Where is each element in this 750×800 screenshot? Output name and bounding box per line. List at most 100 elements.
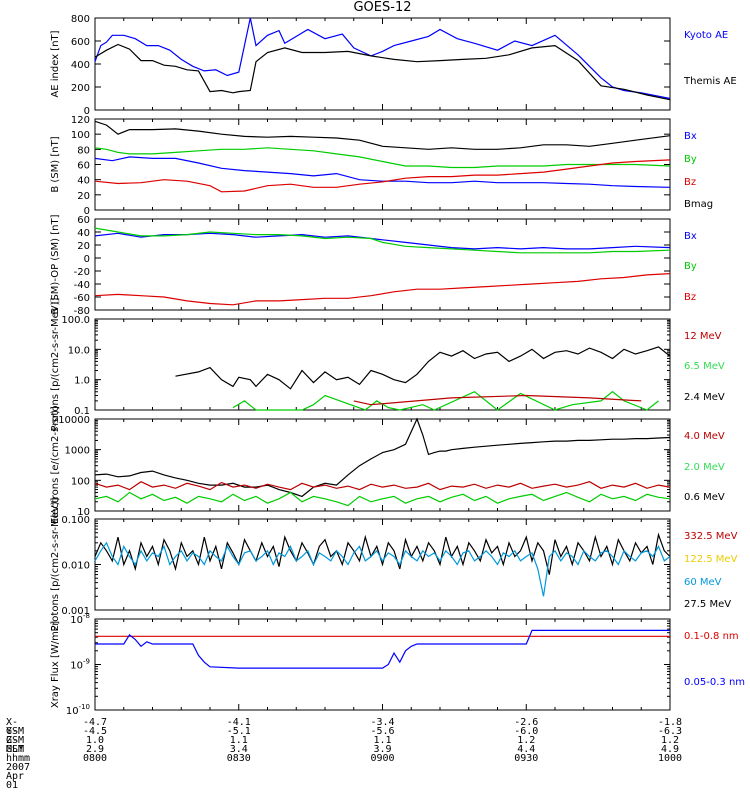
series-line-bx (94, 156, 671, 188)
legend-entry: Bz (684, 291, 697, 303)
series-line-60-mev (94, 541, 671, 597)
y-tick-label: 800 (71, 14, 90, 25)
y-axis-label: Electrons [e/(cm2-s-sr)] (50, 406, 61, 524)
panel-3: -80 -60 -40 -20 0 20 40 60 B (SM)-OP (SM) [nT] (50, 214, 671, 317)
legend-entry: 2.0 MeV (684, 461, 725, 473)
footer-value: -2.6 (514, 717, 539, 728)
y-tick-label: 10.0 (68, 345, 90, 356)
footer-value: 3.9 (373, 744, 392, 755)
y-tick-label: 400 (71, 60, 90, 71)
footer-value: -6.3 (657, 726, 683, 737)
footer-row-label: hhmm (6, 753, 31, 764)
legend-entry: Bmag (684, 199, 714, 211)
footer-value: 0930 (514, 753, 539, 764)
y-tick-label: 0 (84, 106, 90, 117)
y-tick-label: 10 (77, 507, 90, 518)
footer-value: -4.1 (226, 717, 251, 728)
footer-row-label: MLT (6, 744, 25, 755)
y-tick-label: -80 (74, 306, 90, 317)
footer-row-label: Y-GSM (6, 726, 25, 746)
footer-value: -5.6 (370, 726, 395, 737)
legend-entry: 2.4 MeV (684, 391, 725, 403)
footer-value: 1.1 (229, 735, 248, 746)
panel-2: 0 20 40 60 80 100 120 B (SM) [nT] (50, 115, 671, 217)
footer-value: -6.0 (514, 726, 539, 737)
panel-frame (94, 418, 671, 512)
y-axis-label: B (SM)-OP (SM) [nT] (50, 214, 61, 314)
legend-entry: By (684, 153, 697, 165)
legend-entry: 332.5 MeV (684, 531, 738, 542)
legend-entry: Bx (684, 131, 697, 142)
y-tick-label: 10-10 (66, 703, 90, 717)
y-tick-label: 10000 (58, 415, 90, 426)
footer-value: 1.1 (373, 735, 392, 746)
footer-value: 2.9 (85, 744, 105, 755)
footer-value: 1.2 (660, 735, 680, 746)
series-line-bmag (94, 120, 671, 150)
legend-entry: 27.5 MeV (684, 599, 732, 611)
legend-entry: Themis AE (684, 76, 737, 87)
series-line-themis-ae (94, 43, 671, 101)
y-tick-label: 0.1 (74, 406, 90, 417)
legend-entry: By (684, 261, 697, 273)
panel-1: 0 200 400 600 800 AE index [nT] (50, 14, 671, 117)
footer-row-label: X-GSM (6, 717, 25, 737)
series-line-6-5-mev (232, 390, 659, 411)
series-line-kyoto-ae (94, 17, 671, 100)
y-axis-label: Protons [p/(cm2-s-sr-MeV)] (50, 297, 61, 431)
series-line-2-4-mev (175, 346, 671, 390)
y-tick-label: -40 (74, 280, 90, 291)
y-tick-label: 0.001 (61, 606, 90, 617)
panel-7: 10-10 10-9 10-8 Xray Flux [W/m2] (50, 612, 671, 717)
series-line-27-5-mev (94, 532, 671, 575)
legend-entry: 4.0 MeV (684, 431, 725, 442)
footer-value: 1.0 (85, 735, 105, 746)
y-tick-label: 100 (71, 476, 90, 487)
y-tick-label: 0 (84, 254, 90, 265)
footer-value: 4.4 (517, 744, 536, 755)
plot-title: GOES-12 (353, 0, 412, 15)
footer-value: 3.4 (229, 744, 248, 755)
legend-entry: 12 MeV (684, 331, 722, 342)
y-tick-label: 1000 (65, 446, 90, 457)
series-line-bx (94, 232, 671, 250)
footer-row-label: Z-GSM (6, 735, 25, 755)
panel-frame (94, 318, 671, 411)
legend-entry: Bx (684, 231, 697, 242)
footer-value: 0900 (370, 753, 395, 764)
footer-value: 0800 (82, 753, 108, 764)
y-tick-label: 20 (77, 191, 90, 202)
legend-entry: 6.5 MeV (684, 361, 725, 373)
y-tick-label: 10-8 (70, 612, 90, 626)
series-line-by (94, 147, 671, 169)
y-tick-label: 40 (77, 176, 90, 187)
y-tick-label: 0 (84, 206, 90, 217)
footer-value: -1.8 (657, 717, 683, 728)
y-tick-label: 10-9 (70, 658, 90, 672)
y-tick-label: 200 (71, 83, 90, 94)
y-tick-label: 120 (71, 115, 90, 126)
panel-frame (94, 618, 671, 711)
footer-value: -3.4 (370, 717, 395, 728)
y-tick-label: -60 (74, 293, 90, 304)
y-tick-label: 80 (77, 145, 90, 156)
y-tick-label: 20 (77, 241, 90, 252)
y-axis-label: Protons [p/(cm2-s-sr-MeV)] (50, 497, 61, 631)
series-line-by (94, 227, 671, 254)
series-line-12-mev (353, 394, 642, 406)
y-tick-label: 100.0 (61, 315, 90, 326)
y-tick-label: 600 (71, 37, 90, 48)
y-axis-label: AE index [nT] (50, 30, 61, 97)
y-tick-label: 60 (77, 215, 90, 226)
series-line-2-0-mev (94, 491, 671, 507)
y-tick-label: 60 (77, 161, 90, 172)
y-tick-label: -20 (74, 267, 90, 278)
legend-entry: 0.05-0.3 nm (684, 676, 746, 688)
y-tick-label: 40 (77, 228, 90, 239)
panel-frame (94, 17, 671, 111)
legend-entry: 0.1-0.8 nm (684, 631, 739, 642)
footer-value: 1.2 (517, 735, 536, 746)
series-line-0-05-0-3-nm (95, 629, 670, 669)
